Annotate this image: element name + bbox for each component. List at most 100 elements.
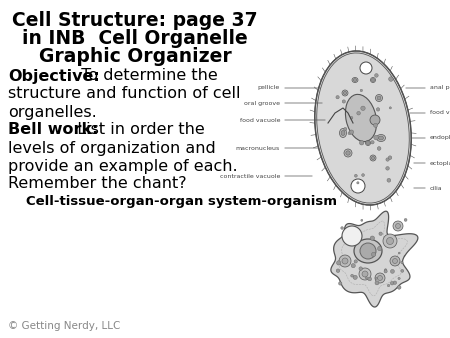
- Text: Cell Structure: page 37: Cell Structure: page 37: [12, 10, 258, 29]
- Circle shape: [370, 236, 374, 240]
- Circle shape: [389, 107, 392, 109]
- Circle shape: [374, 123, 378, 127]
- Circle shape: [391, 269, 394, 273]
- Circle shape: [359, 268, 371, 280]
- Text: Bell work:: Bell work:: [8, 122, 99, 138]
- Text: Cell-tissue-organ-organ system-organism: Cell-tissue-organ-organ system-organism: [26, 195, 337, 209]
- Circle shape: [351, 264, 356, 268]
- Ellipse shape: [365, 141, 370, 145]
- Circle shape: [359, 267, 363, 270]
- Circle shape: [337, 261, 341, 265]
- Circle shape: [401, 269, 404, 272]
- Ellipse shape: [371, 156, 375, 160]
- Circle shape: [388, 156, 392, 160]
- Text: Remember the chant?: Remember the chant?: [8, 176, 187, 192]
- Circle shape: [336, 96, 339, 99]
- Circle shape: [362, 174, 364, 176]
- Circle shape: [392, 259, 397, 264]
- Circle shape: [371, 141, 374, 144]
- Circle shape: [384, 269, 387, 271]
- Circle shape: [376, 108, 380, 111]
- Text: in INB  Cell Organelle: in INB Cell Organelle: [22, 28, 248, 48]
- Circle shape: [384, 270, 387, 273]
- Circle shape: [351, 179, 365, 193]
- Circle shape: [396, 223, 400, 228]
- Circle shape: [390, 256, 400, 266]
- Circle shape: [375, 277, 377, 279]
- Circle shape: [375, 273, 385, 283]
- Circle shape: [342, 100, 346, 103]
- Text: oral groove: oral groove: [244, 100, 280, 105]
- Circle shape: [339, 255, 351, 267]
- Text: pellicle: pellicle: [258, 86, 280, 91]
- Ellipse shape: [354, 239, 382, 263]
- Ellipse shape: [342, 90, 348, 96]
- Ellipse shape: [353, 79, 357, 81]
- Circle shape: [355, 174, 357, 177]
- Text: macronucleus: macronucleus: [236, 145, 280, 150]
- Ellipse shape: [370, 155, 376, 161]
- Ellipse shape: [375, 95, 382, 101]
- Text: organelles.: organelles.: [8, 104, 97, 120]
- Circle shape: [349, 130, 354, 134]
- Circle shape: [379, 232, 382, 235]
- Circle shape: [375, 281, 379, 285]
- Text: levels of organization and: levels of organization and: [8, 141, 216, 155]
- Circle shape: [360, 243, 376, 259]
- Ellipse shape: [341, 130, 345, 136]
- Ellipse shape: [377, 96, 381, 100]
- Text: List in order the: List in order the: [67, 122, 205, 138]
- Ellipse shape: [370, 77, 375, 82]
- Text: provide an example of each.: provide an example of each.: [8, 159, 238, 173]
- Text: ectoplasm: ectoplasm: [430, 161, 450, 166]
- Circle shape: [362, 271, 368, 277]
- Text: © Getting Nerdy, LLC: © Getting Nerdy, LLC: [8, 321, 121, 331]
- Circle shape: [342, 226, 362, 246]
- Circle shape: [404, 218, 407, 221]
- Circle shape: [360, 62, 372, 74]
- Ellipse shape: [346, 151, 350, 155]
- Circle shape: [344, 127, 347, 130]
- Text: anal pore: anal pore: [430, 86, 450, 91]
- Ellipse shape: [339, 128, 346, 138]
- Ellipse shape: [352, 77, 358, 82]
- Circle shape: [360, 141, 364, 145]
- Circle shape: [378, 275, 382, 281]
- Text: structure and function of cell: structure and function of cell: [8, 87, 240, 101]
- Ellipse shape: [367, 142, 369, 144]
- Circle shape: [374, 135, 378, 140]
- Circle shape: [342, 258, 348, 264]
- Circle shape: [387, 238, 393, 244]
- Circle shape: [389, 77, 393, 81]
- Circle shape: [387, 178, 391, 182]
- Circle shape: [353, 275, 357, 280]
- Circle shape: [386, 167, 389, 170]
- Circle shape: [365, 277, 368, 279]
- Ellipse shape: [377, 135, 386, 142]
- Ellipse shape: [315, 51, 411, 205]
- Text: cilia: cilia: [430, 186, 443, 191]
- Circle shape: [354, 260, 357, 263]
- Circle shape: [360, 89, 363, 92]
- Circle shape: [350, 117, 353, 119]
- Circle shape: [351, 274, 354, 277]
- Circle shape: [341, 227, 343, 229]
- Circle shape: [401, 261, 403, 264]
- Ellipse shape: [378, 136, 383, 140]
- Polygon shape: [331, 211, 418, 307]
- Circle shape: [336, 269, 340, 272]
- Text: Graphic Organizer: Graphic Organizer: [39, 47, 231, 66]
- Circle shape: [398, 252, 400, 254]
- Text: endoplasm: endoplasm: [430, 136, 450, 141]
- Text: food vacuole: food vacuole: [239, 118, 280, 122]
- Ellipse shape: [343, 91, 346, 95]
- Ellipse shape: [372, 79, 374, 81]
- Circle shape: [378, 246, 382, 251]
- Text: To determine the: To determine the: [71, 69, 218, 83]
- Text: food vacuole: food vacuole: [430, 111, 450, 116]
- Circle shape: [387, 284, 390, 287]
- Circle shape: [397, 286, 401, 289]
- Circle shape: [357, 112, 360, 115]
- Circle shape: [357, 182, 359, 184]
- Circle shape: [372, 252, 376, 257]
